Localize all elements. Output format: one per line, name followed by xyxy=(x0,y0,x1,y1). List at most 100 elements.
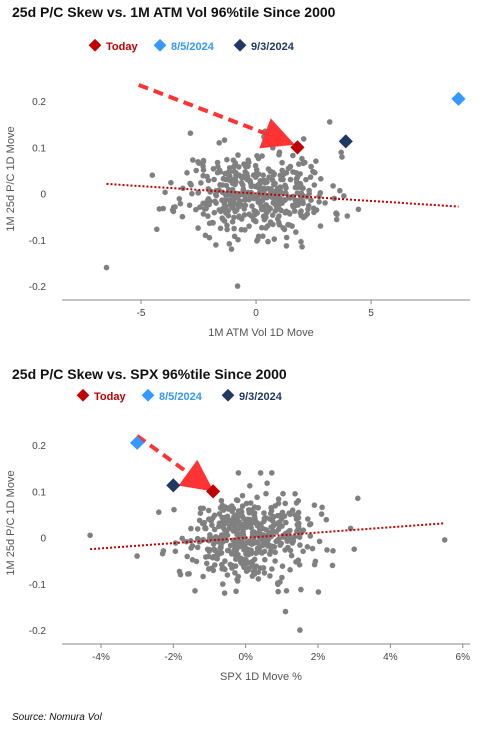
scatter-point xyxy=(254,523,261,529)
y-tick-label: 0.2 xyxy=(32,97,46,108)
scatter-point xyxy=(260,565,267,571)
scatter-point xyxy=(239,503,246,509)
scatter-point xyxy=(247,500,254,506)
scatter-point xyxy=(206,537,212,544)
scatter-point xyxy=(351,546,358,552)
scatter-point xyxy=(187,130,194,136)
scatter-point xyxy=(299,244,305,250)
scatter-point xyxy=(248,525,254,531)
scatter-point xyxy=(300,214,307,221)
scatter-point xyxy=(186,202,193,208)
scatter-point xyxy=(295,524,302,531)
scatter-point xyxy=(329,562,336,569)
scatter-point xyxy=(206,548,212,554)
scatter-point xyxy=(337,187,343,194)
scatter-point xyxy=(287,163,294,170)
scatter-point xyxy=(188,538,194,544)
scatter-point xyxy=(199,520,206,527)
scatter-point xyxy=(238,509,245,515)
y-tick-label: 0 xyxy=(40,190,46,201)
scatter-point xyxy=(333,216,340,223)
scatter-point xyxy=(227,173,233,179)
scatter-point xyxy=(296,562,303,568)
x-tick-label: -2% xyxy=(164,652,182,663)
scatter-point xyxy=(243,557,249,564)
scatter-point xyxy=(259,224,265,231)
scatter-point xyxy=(263,225,269,231)
scatter-point xyxy=(197,204,203,210)
scatter-point xyxy=(231,513,237,520)
scatter-point xyxy=(200,163,206,169)
scatter-point xyxy=(249,573,256,579)
scatter-point xyxy=(213,192,220,199)
scatter-point xyxy=(262,180,269,186)
scatter-point xyxy=(240,523,246,530)
chart2-svg: Today 8/5/2024 9/3/2024 -4% -2% 0% 2% 4% 6% -0.2 -… xyxy=(5,388,470,683)
scatter-point xyxy=(261,518,267,525)
scatter-point xyxy=(205,566,212,572)
scatter-point xyxy=(232,570,238,576)
scatter-point xyxy=(241,516,247,522)
scatter-point xyxy=(207,532,213,538)
scatter-point xyxy=(134,553,140,559)
scatter-point xyxy=(355,206,362,213)
scatter-point xyxy=(304,211,311,217)
scatter-point xyxy=(283,234,290,241)
scatter-point xyxy=(295,557,302,563)
scatter-point xyxy=(300,160,307,167)
scatter-point xyxy=(296,520,302,527)
scatter-point xyxy=(188,525,194,532)
scatter-point xyxy=(266,542,272,548)
scatter-point xyxy=(226,165,233,171)
scatter-point xyxy=(300,136,307,142)
scatter-point xyxy=(235,236,241,243)
scatter-point xyxy=(184,170,190,176)
scatter-point xyxy=(263,490,269,497)
scatter-point xyxy=(317,223,324,229)
scatter-point xyxy=(289,507,296,513)
scatter-point xyxy=(221,200,228,207)
scatter-point xyxy=(251,510,258,516)
scatter-point xyxy=(295,171,302,177)
scatter-point xyxy=(235,470,242,476)
scatter-point xyxy=(307,533,314,539)
chart1-title: 25d P/C Skew vs. 1M ATM Vol 96%tile Sinc… xyxy=(12,4,336,20)
scatter-point xyxy=(258,206,265,213)
scatter-point xyxy=(297,183,303,190)
scatter-point xyxy=(169,207,176,213)
scatter-point xyxy=(211,535,218,541)
scatter-point xyxy=(154,226,160,233)
scatter-point xyxy=(271,181,277,188)
scatter-point xyxy=(251,529,257,535)
scatter-point xyxy=(232,524,238,531)
scatter-point xyxy=(307,521,314,527)
scatter-point xyxy=(200,211,207,217)
scatter-point xyxy=(277,172,284,179)
scatter-point xyxy=(171,506,177,513)
legend-marker-1 xyxy=(153,38,167,52)
scatter-point xyxy=(214,159,221,166)
scatter-point xyxy=(323,516,330,523)
scatter-point xyxy=(228,197,235,204)
scatter-point xyxy=(242,202,249,209)
scatter-point xyxy=(299,155,305,162)
scatter-point xyxy=(272,549,279,556)
highlight-point-0 xyxy=(290,140,305,155)
scatter-point xyxy=(206,516,212,522)
scatter-point xyxy=(265,238,271,245)
scatter-point xyxy=(316,538,323,545)
scatter-point xyxy=(238,226,245,233)
scatter-point xyxy=(248,213,255,219)
scatter-point xyxy=(274,512,281,519)
x-tick-label: 4% xyxy=(383,652,398,663)
scatter-point xyxy=(293,500,300,506)
scatter-point xyxy=(230,205,236,211)
scatter-point xyxy=(291,208,298,214)
scatter-point xyxy=(288,552,295,559)
scatter-point xyxy=(211,176,217,183)
scatter-point xyxy=(261,570,268,576)
scatter-point xyxy=(232,201,239,207)
x-tick-label: 5 xyxy=(368,308,374,319)
scatter-point xyxy=(322,200,328,206)
scatter-point xyxy=(255,530,262,537)
